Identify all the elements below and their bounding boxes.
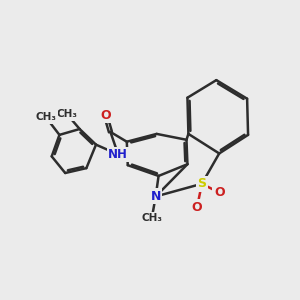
Text: CH₃: CH₃ (57, 109, 78, 119)
Text: S: S (197, 177, 206, 190)
Text: NH: NH (108, 148, 128, 161)
Text: CH₃: CH₃ (35, 112, 56, 122)
Text: O: O (192, 201, 203, 214)
Text: O: O (100, 109, 111, 122)
Text: CH₃: CH₃ (141, 213, 162, 223)
Text: O: O (214, 186, 224, 199)
Text: N: N (151, 190, 161, 203)
